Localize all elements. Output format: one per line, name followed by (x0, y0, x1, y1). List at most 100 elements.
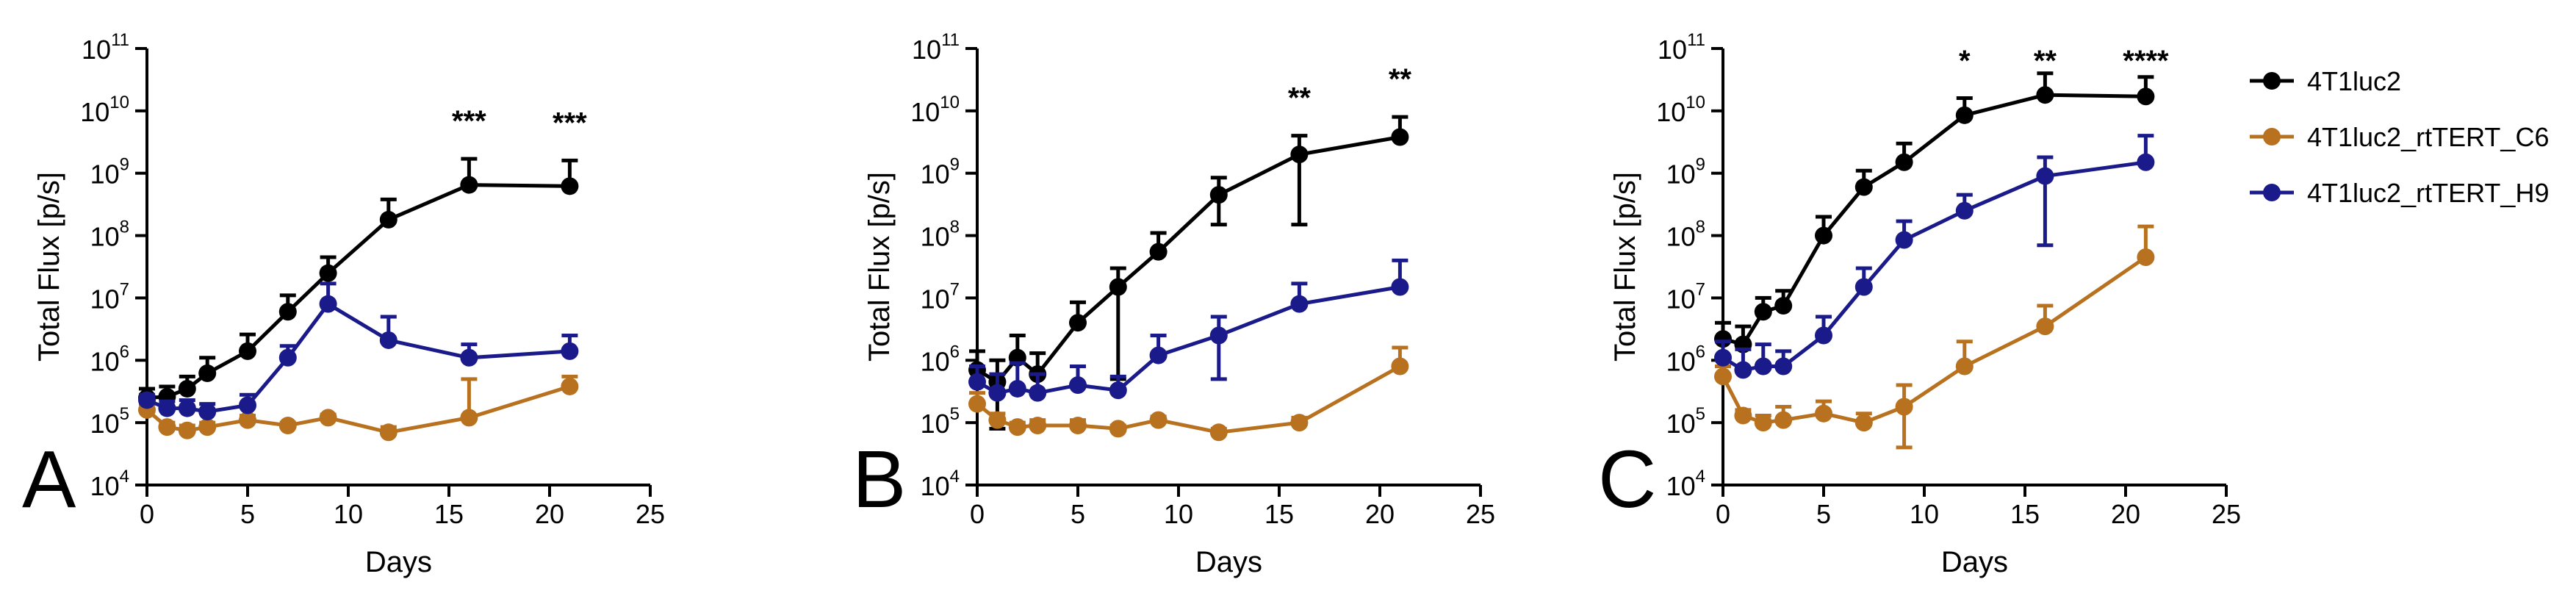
data-point (1854, 278, 1873, 296)
y-tick-label-exponent: 4 (1696, 467, 1705, 486)
significance-marker: ** (2034, 45, 2057, 77)
series-line (1721, 255, 2147, 425)
data-point (1290, 146, 1309, 164)
y-tick-label: 106 (90, 342, 129, 376)
series-line (1722, 93, 2146, 347)
y-tick-label: 105 (1666, 404, 1705, 439)
y-tick-label-exponent: 11 (941, 30, 960, 50)
data-point (319, 409, 337, 427)
y-tick-label-base: 10 (921, 471, 950, 501)
data-point (1069, 376, 1087, 395)
x-tick-label: 5 (240, 499, 255, 529)
data-point (239, 342, 256, 360)
y-tick-label-exponent: 8 (1696, 218, 1705, 237)
x-tick-label: 10 (334, 499, 363, 529)
y-tick-label-exponent: 11 (1687, 30, 1705, 50)
series-4t1luc2-rttert-c6 (1714, 224, 2155, 450)
data-point (1069, 314, 1087, 332)
y-tick-label: 1011 (1658, 30, 1705, 65)
y-tick-label: 1010 (910, 93, 960, 127)
x-tick-label: 0 (970, 499, 985, 529)
data-point (1815, 326, 1832, 345)
x-tick-label: 0 (140, 499, 154, 529)
series-4t1luc2-rttert-h9 (138, 281, 579, 421)
y-tick-label: 108 (1666, 218, 1705, 252)
significance-marker: *** (452, 105, 486, 137)
data-point (988, 384, 1007, 402)
data-point (561, 377, 579, 395)
data-point (379, 331, 397, 349)
y-tick-label: 109 (921, 155, 960, 190)
y-tick-label-base: 10 (1666, 471, 1696, 501)
series-4t1luc2 (138, 157, 579, 407)
y-tick-label-base: 10 (921, 409, 950, 439)
series-4t1luc2 (1714, 71, 2155, 353)
data-point (379, 210, 397, 229)
series-line (976, 364, 1401, 434)
data-point (1774, 357, 1793, 376)
y-tick-label-base: 10 (912, 35, 941, 65)
series-line (1721, 160, 2146, 373)
series-4t1luc2-rttert-h9 (1714, 134, 2155, 379)
y-tick-label-base: 10 (90, 284, 120, 314)
y-tick-label-exponent: 6 (1696, 342, 1705, 362)
y-tick-label-base: 10 (1666, 159, 1696, 190)
data-point (239, 411, 256, 429)
data-point (1714, 367, 1732, 386)
y-tick-label: 1011 (82, 30, 129, 65)
data-point (2137, 153, 2155, 171)
significance-marker: **** (2123, 45, 2169, 77)
data-point (460, 348, 478, 367)
data-point (178, 379, 196, 398)
y-tick-label-exponent: 6 (950, 342, 960, 362)
y-tick-label-exponent: 4 (950, 467, 960, 486)
y-tick-label: 1010 (1656, 93, 1705, 127)
data-point (1029, 384, 1047, 402)
data-point (158, 399, 176, 417)
legend: 4T1luc2 4T1luc2_rtTERT_C6 4T1luc2_rtTERT_H… (2250, 66, 2549, 208)
data-point (1209, 326, 1228, 345)
y-tick-label: 109 (1666, 155, 1705, 190)
y-tick-label-exponent: 5 (120, 404, 129, 424)
x-tick-label: 5 (1071, 499, 1085, 529)
data-point (1714, 348, 1732, 367)
x-tick-label: 15 (1264, 499, 1294, 529)
y-tick-label: 106 (1666, 342, 1705, 376)
data-point (1774, 411, 1793, 429)
y-tick-label: 107 (921, 279, 960, 314)
y-axis-title: Total Flux [p/s] (33, 172, 65, 362)
data-point (379, 423, 397, 442)
y-tick-label: 107 (1666, 279, 1705, 314)
y-tick-label-base: 10 (921, 159, 950, 190)
data-point (1754, 414, 1772, 432)
y-tick-label-base: 10 (1666, 284, 1696, 314)
data-point (278, 417, 297, 435)
legend-item: 4T1luc2 (2250, 66, 2401, 96)
significance-marker: *** (553, 107, 587, 139)
x-tick-label: 25 (1466, 499, 1495, 529)
data-point (1955, 357, 1974, 376)
data-point (1955, 106, 1974, 124)
x-axis-title: Days (365, 546, 432, 578)
y-tick-label-base: 10 (921, 346, 950, 376)
data-point (1149, 243, 1168, 261)
x-axis-title: Days (1195, 546, 1262, 578)
data-point (1109, 420, 1127, 438)
data-point (178, 421, 196, 439)
y-tick-label-base: 10 (90, 222, 120, 252)
y-tick-label: 104 (921, 467, 960, 501)
data-point (178, 399, 196, 417)
data-point (988, 411, 1007, 429)
x-axis-title: Days (1941, 546, 2008, 578)
data-point (460, 409, 478, 427)
data-point (1895, 153, 1913, 171)
data-point (1209, 186, 1228, 204)
data-point (1391, 128, 1409, 146)
data-point (460, 176, 478, 194)
data-point (1895, 231, 1913, 249)
series-4t1luc2-rttert-h9 (968, 258, 1409, 402)
y-tick-label-exponent: 5 (1696, 404, 1705, 424)
x-tick-label: 20 (535, 499, 564, 529)
